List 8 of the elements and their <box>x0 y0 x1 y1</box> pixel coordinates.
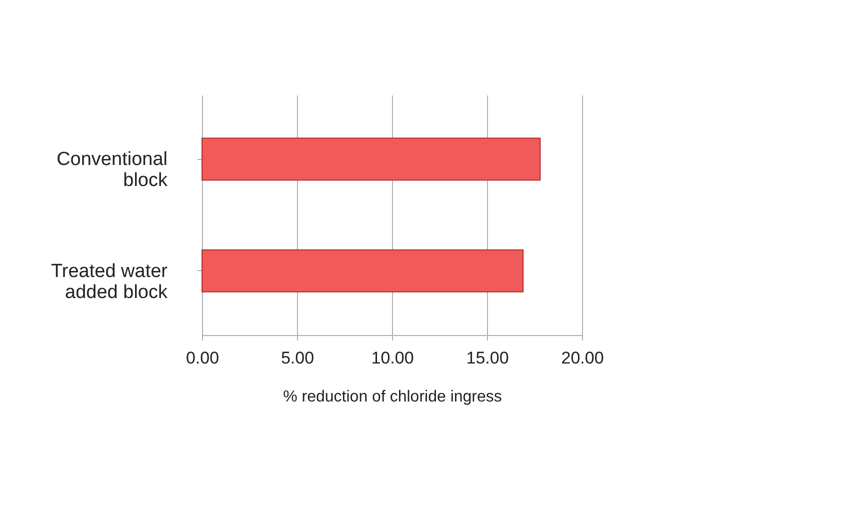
y-tick-label: Conventional block <box>56 149 168 192</box>
x-axis-title: % reduction of chloride ingress <box>283 388 502 406</box>
y-tick-label: Treated water added block <box>50 260 168 303</box>
x-tick-label: 0.00 <box>186 348 220 368</box>
x-tick-label: 15.00 <box>466 348 509 368</box>
x-tick-label: 10.00 <box>371 348 414 368</box>
x-tick-label: 20.00 <box>561 348 604 368</box>
x-tick-label: 5.00 <box>280 348 314 368</box>
